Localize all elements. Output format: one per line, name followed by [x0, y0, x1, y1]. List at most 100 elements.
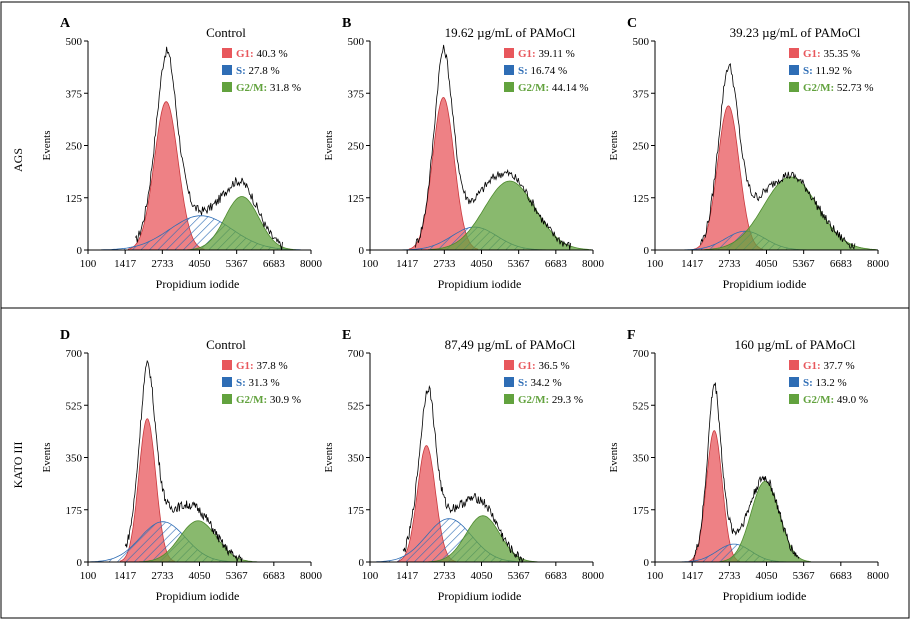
- legend-label: G2/M:: [236, 82, 267, 94]
- legend-value: 11.92 %: [813, 65, 852, 77]
- legend-entry: G1: 40.3 %: [236, 48, 288, 60]
- legend-swatch: [504, 65, 514, 75]
- legend-value: 31.3 %: [246, 377, 280, 389]
- x-tick-label: 2733: [718, 258, 741, 270]
- x-tick-label: 2733: [718, 570, 741, 582]
- y-tick-label: 700: [348, 348, 365, 360]
- legend-entry: S: 34.2 %: [518, 377, 562, 389]
- legend-label: G2/M:: [803, 394, 834, 406]
- legend-value: 49.0 %: [834, 394, 868, 406]
- legend-value: 36.5 %: [536, 360, 570, 372]
- legend-entry: S: 27.8 %: [236, 65, 280, 77]
- histogram-outline: [135, 46, 283, 250]
- legend-label: G1:: [236, 360, 254, 372]
- x-tick-label: 4050: [189, 258, 212, 270]
- x-tick-label: 8000: [582, 570, 605, 582]
- legend-value: 16.74 %: [528, 65, 567, 77]
- row-label-kato: KATO III: [11, 442, 25, 489]
- legend-swatch: [504, 394, 514, 404]
- y-tick-label: 350: [348, 453, 365, 465]
- legend-value: 27.8 %: [246, 65, 280, 77]
- panel-letter: E: [342, 328, 351, 343]
- panel-f: 0 175 350 525 700 100 1417 2733 4050 5367 6683 8000…: [608, 328, 890, 603]
- legend-entry: S: 16.74 %: [518, 65, 567, 77]
- figure-border: [0, 1, 910, 619]
- x-axis-title: Propidium iodide: [723, 277, 807, 291]
- legend-swatch: [504, 360, 514, 370]
- y-tick-label: 350: [66, 453, 83, 465]
- x-axis-title: Propidium iodide: [438, 277, 522, 291]
- panel-d: 0 175 350 525 700 100 1417 2733 4050 5367 6683 8000…: [41, 328, 323, 603]
- y-tick-label: 125: [633, 193, 650, 205]
- y-tick-label: 525: [348, 400, 365, 412]
- legend-label: G2/M:: [803, 82, 834, 94]
- y-tick-label: 0: [77, 245, 83, 257]
- x-tick-label: 5367: [508, 570, 531, 582]
- series-g2m: [187, 196, 297, 251]
- legend-value: 29.3 %: [549, 394, 583, 406]
- y-tick-label: 0: [359, 245, 365, 257]
- histogram-outline: [124, 359, 243, 562]
- panel-letter: A: [60, 16, 71, 31]
- legend-swatch: [222, 394, 232, 404]
- y-axis-title: Events: [323, 443, 335, 473]
- legend-value: 30.9 %: [267, 394, 301, 406]
- y-axis-title: Events: [323, 131, 335, 161]
- y-axis-title: Events: [41, 131, 53, 161]
- legend-entry: G1: 36.5 %: [518, 360, 570, 372]
- x-tick-label: 100: [80, 258, 97, 270]
- x-axis-title: Propidium iodide: [156, 277, 240, 291]
- y-axis-title: Events: [41, 443, 53, 473]
- panel-title: 160 µg/mL of PAMoCl: [734, 337, 855, 352]
- legend-value: 31.8 %: [267, 82, 301, 94]
- x-tick-label: 1417: [114, 258, 137, 270]
- y-tick-label: 500: [66, 36, 83, 48]
- x-tick-label: 100: [647, 258, 664, 270]
- legend-value: 35.35 %: [821, 48, 860, 60]
- legend-label: G1:: [236, 48, 254, 60]
- y-tick-label: 175: [66, 505, 83, 517]
- panels: 0 125 250 375 500 100 1417 2733 4050 5367 6683 8000…: [41, 16, 890, 603]
- x-tick-label: 8000: [582, 258, 605, 270]
- x-tick-label: 1417: [681, 258, 704, 270]
- legend-swatch: [222, 82, 232, 92]
- legend-swatch: [504, 377, 514, 387]
- x-tick-label: 4050: [756, 258, 779, 270]
- series-g1: [408, 96, 479, 251]
- legend-value: 37.7 %: [821, 360, 855, 372]
- legend-entry: S: 31.3 %: [236, 377, 280, 389]
- legend-label: G2/M:: [518, 82, 549, 94]
- x-tick-label: 6683: [263, 258, 286, 270]
- legend-swatch: [222, 65, 232, 75]
- x-tick-label: 5367: [508, 258, 531, 270]
- legend-swatch: [504, 82, 514, 92]
- y-tick-label: 175: [633, 505, 650, 517]
- legend-entry: S: 13.2 %: [803, 377, 847, 389]
- x-tick-label: 8000: [867, 570, 890, 582]
- y-tick-label: 250: [66, 141, 83, 153]
- x-tick-label: 1417: [114, 570, 137, 582]
- x-tick-label: 2733: [433, 258, 456, 270]
- panel-letter: F: [627, 328, 636, 343]
- legend-swatch: [789, 48, 799, 58]
- y-tick-label: 0: [644, 245, 650, 257]
- legend-entry: S: 11.92 %: [803, 65, 852, 77]
- legend-entry: G2/M: 29.3 %: [518, 394, 583, 406]
- x-axis-title: Propidium iodide: [723, 589, 807, 603]
- legend-entry: G2/M: 31.8 %: [236, 82, 301, 94]
- legend-swatch: [222, 360, 232, 370]
- x-tick-label: 2733: [151, 570, 174, 582]
- legend-value: 52.73 %: [834, 82, 873, 94]
- x-tick-label: 6683: [545, 258, 568, 270]
- legend-swatch: [789, 394, 799, 404]
- legend-swatch: [789, 377, 799, 387]
- legend-swatch: [789, 82, 799, 92]
- x-axis-title: Propidium iodide: [156, 589, 240, 603]
- x-tick-label: 100: [80, 570, 97, 582]
- x-tick-label: 8000: [867, 258, 890, 270]
- panel-title: 87,49 µg/mL of PAMoCl: [445, 337, 576, 352]
- x-tick-label: 6683: [830, 570, 853, 582]
- legend-entry: G2/M: 49.0 %: [803, 394, 868, 406]
- legend-value: 13.2 %: [813, 377, 847, 389]
